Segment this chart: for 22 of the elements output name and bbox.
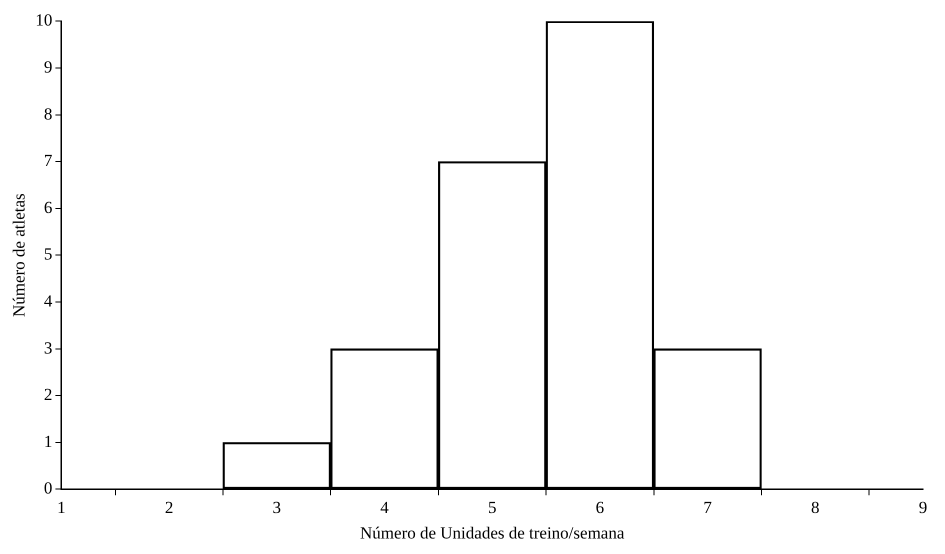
y-tick-label: 7: [44, 151, 53, 170]
x-tick-label: 7: [703, 498, 712, 517]
y-tick-label: 10: [35, 10, 52, 30]
x-tick-label: 2: [164, 498, 174, 517]
x-tick-label: 9: [918, 498, 928, 517]
y-tick-label: 3: [44, 338, 52, 358]
y-tick-label: 4: [44, 291, 53, 310]
y-tick-label: 8: [44, 104, 52, 124]
y-tick-label: 9: [44, 57, 52, 76]
y-tick-label: 2: [44, 385, 52, 404]
y-tick-label: 5: [44, 244, 52, 264]
y-tick-label: 6: [44, 198, 52, 217]
x-tick-label: 1: [57, 498, 66, 517]
x-tick-label: 8: [811, 498, 820, 517]
x-axis-title: Número de Unidades de treino/semana: [360, 523, 625, 542]
y-axis-title: Número de atletas: [10, 193, 29, 318]
x-tick-label: 3: [272, 498, 282, 517]
x-tick-label: 4: [380, 498, 390, 517]
x-tick-label: 6: [596, 498, 604, 517]
y-tick-label: 0: [44, 478, 52, 498]
x-tick-label: 5: [488, 498, 496, 517]
y-tick-label: 1: [44, 432, 52, 451]
